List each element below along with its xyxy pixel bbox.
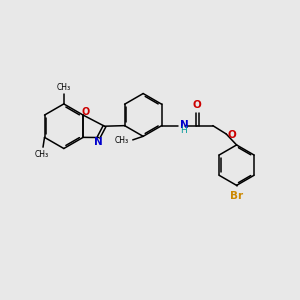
Text: O: O — [82, 106, 90, 116]
Text: Br: Br — [230, 191, 243, 201]
Text: CH₃: CH₃ — [57, 83, 71, 92]
Text: O: O — [193, 100, 202, 110]
Text: H: H — [180, 127, 187, 136]
Text: CH₃: CH₃ — [115, 136, 129, 145]
Text: CH₃: CH₃ — [34, 150, 49, 159]
Text: N: N — [94, 137, 103, 147]
Text: O: O — [228, 130, 236, 140]
Text: N: N — [180, 120, 189, 130]
